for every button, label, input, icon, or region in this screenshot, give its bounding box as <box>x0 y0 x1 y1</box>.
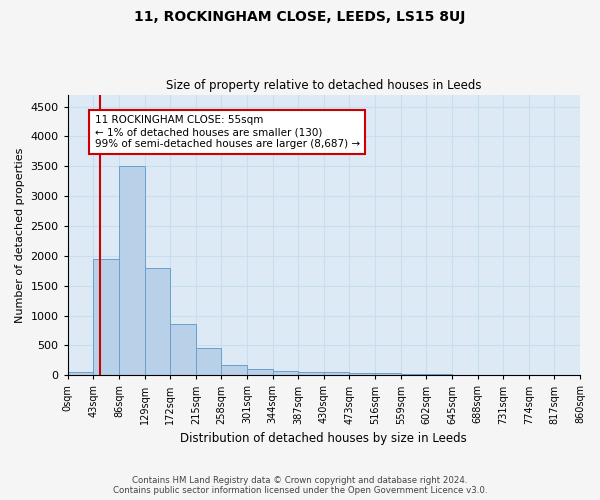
Bar <box>272 371 298 376</box>
Bar <box>68 372 94 376</box>
Text: 11, ROCKINGHAM CLOSE, LEEDS, LS15 8UJ: 11, ROCKINGHAM CLOSE, LEEDS, LS15 8UJ <box>134 10 466 24</box>
Bar <box>221 364 247 376</box>
Bar <box>170 324 196 376</box>
Text: 11 ROCKINGHAM CLOSE: 55sqm
← 1% of detached houses are smaller (130)
99% of semi: 11 ROCKINGHAM CLOSE: 55sqm ← 1% of detac… <box>95 116 359 148</box>
Bar <box>145 268 170 376</box>
Y-axis label: Number of detached properties: Number of detached properties <box>15 147 25 322</box>
Bar <box>324 372 349 376</box>
Bar <box>247 370 272 376</box>
Bar <box>452 374 478 376</box>
Bar <box>298 372 324 376</box>
Bar <box>375 374 401 376</box>
Bar <box>196 348 221 376</box>
Bar <box>349 373 375 376</box>
Bar <box>94 259 119 376</box>
X-axis label: Distribution of detached houses by size in Leeds: Distribution of detached houses by size … <box>181 432 467 445</box>
Title: Size of property relative to detached houses in Leeds: Size of property relative to detached ho… <box>166 79 482 92</box>
Text: Contains HM Land Registry data © Crown copyright and database right 2024.
Contai: Contains HM Land Registry data © Crown c… <box>113 476 487 495</box>
Bar <box>401 374 427 376</box>
Bar <box>119 166 145 376</box>
Bar <box>427 374 452 376</box>
